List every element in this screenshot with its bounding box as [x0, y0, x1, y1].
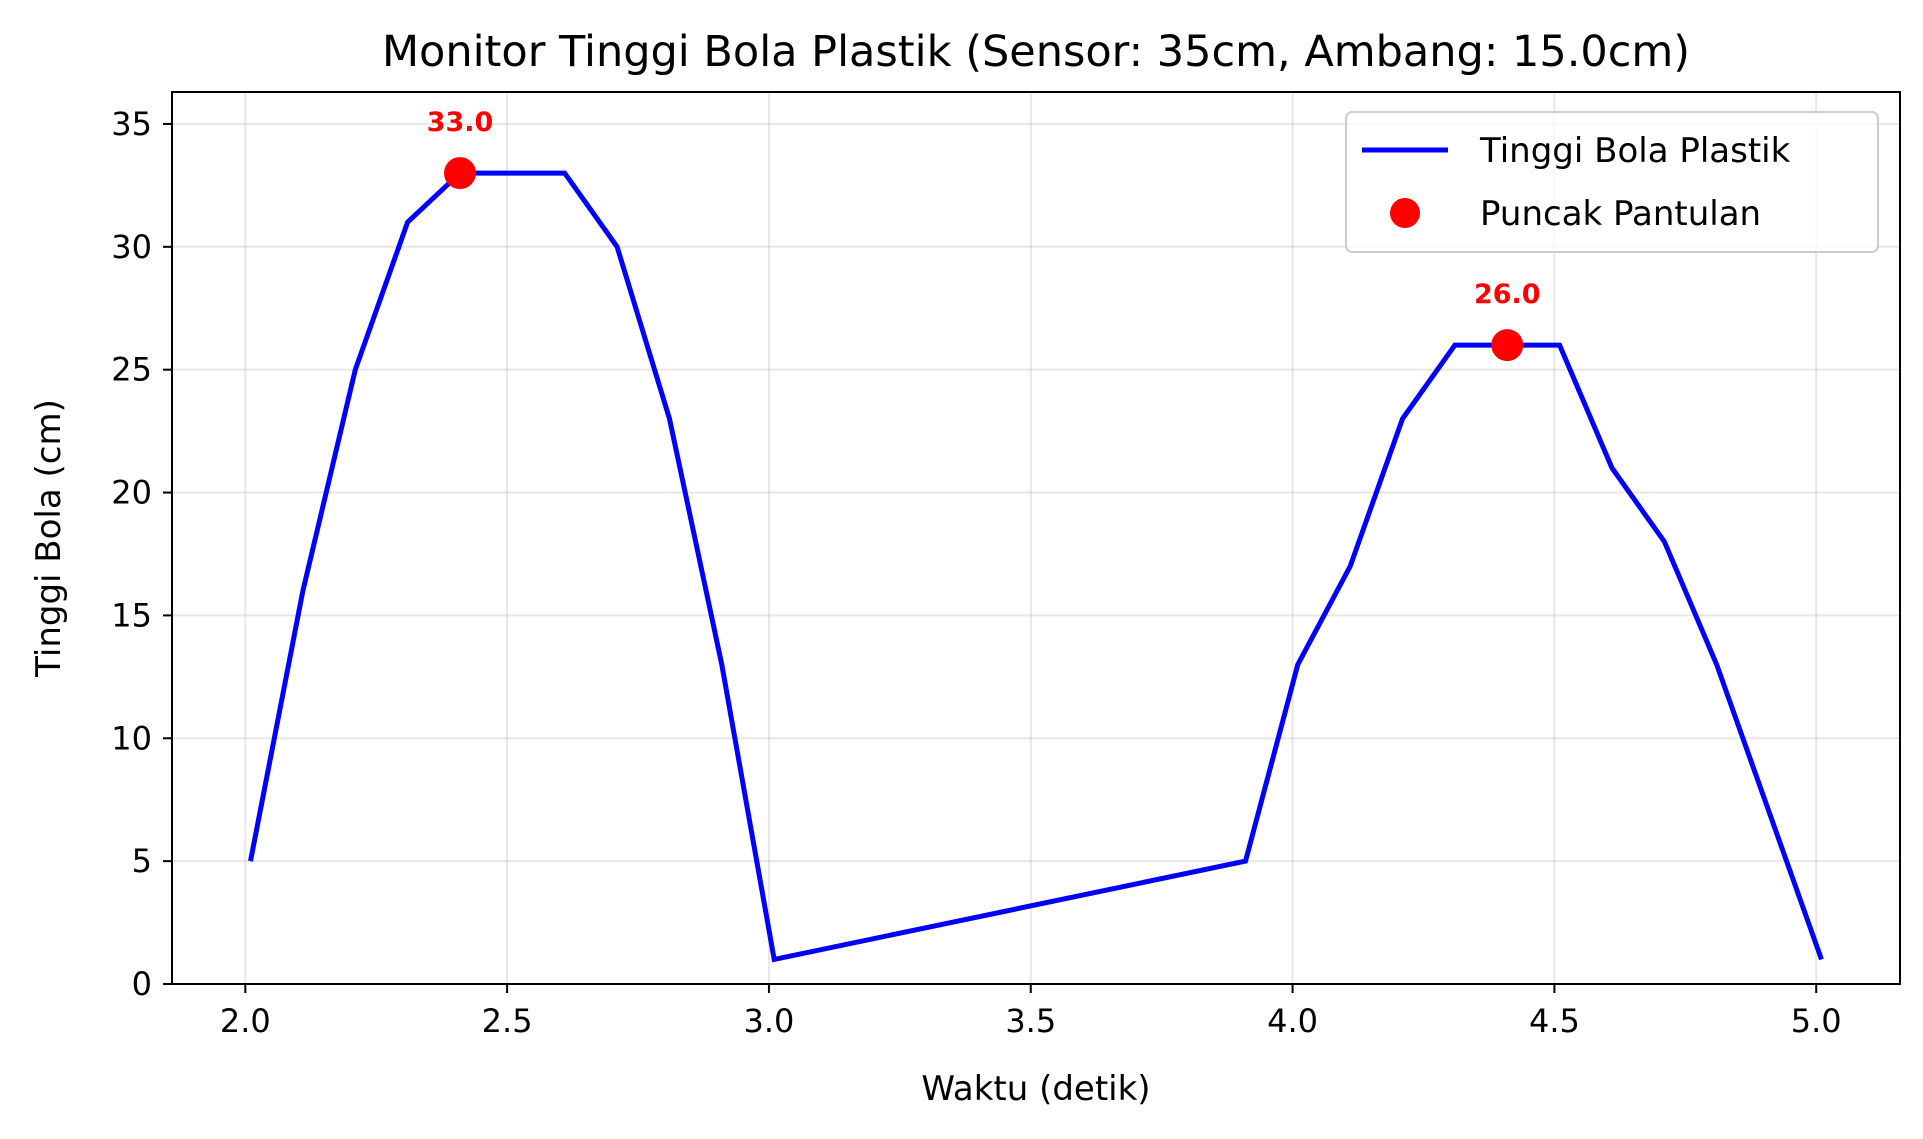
- peak-value-label: 26.0: [1474, 279, 1541, 310]
- y-tick-label: 15: [111, 596, 152, 634]
- x-tick-label: 2.0: [220, 1002, 271, 1040]
- x-tick-label: 2.5: [482, 1002, 533, 1040]
- legend-label-tinggi-bola-plastik: Tinggi Bola Plastik: [1479, 131, 1791, 171]
- x-tick-label: 3.5: [1005, 1002, 1056, 1040]
- y-axis-label: Tinggi Bola (cm): [29, 399, 69, 678]
- x-axis-label: Waktu (detik): [921, 1069, 1150, 1109]
- x-tick-label: 3.0: [744, 1002, 795, 1040]
- legend: Tinggi Bola Plastik Puncak Pantulan: [1345, 111, 1879, 253]
- axis-ticks: 2.0 2.5 3.0 3.5 4.0 4.5 5.0 0 5 10 15 20 25 30 35: [111, 105, 1841, 1040]
- peak-value-label: 33.0: [427, 107, 494, 138]
- legend-marker-swatch: [1390, 198, 1420, 228]
- x-tick-label: 5.0: [1791, 1002, 1842, 1040]
- series-layer: 33.0 26.0: [248, 107, 1824, 963]
- y-tick-label: 10: [111, 719, 152, 757]
- y-tick-label: 20: [111, 474, 152, 512]
- x-tick-label: 4.0: [1267, 1002, 1318, 1040]
- legend-label-puncak-pantulan: Puncak Pantulan: [1480, 194, 1761, 234]
- legend-box: [1345, 111, 1879, 253]
- y-tick-label: 35: [111, 105, 152, 143]
- plot-frame: [171, 91, 1901, 985]
- chart-title: Monitor Tinggi Bola Plastik (Sensor: 35c…: [382, 27, 1690, 77]
- series-line-tinggi-bola-plastik: [248, 170, 1824, 963]
- x-tick-label: 4.5: [1529, 1002, 1580, 1040]
- peak-marker: [444, 157, 476, 190]
- y-tick-label: 30: [111, 228, 152, 266]
- y-tick-label: 5: [132, 842, 152, 880]
- peak-marker: [1491, 329, 1524, 362]
- y-tick-label: 25: [111, 351, 152, 389]
- y-tick-label: 0: [132, 965, 152, 1003]
